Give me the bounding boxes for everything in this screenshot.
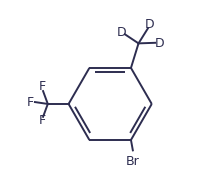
- Text: D: D: [145, 18, 155, 31]
- Text: F: F: [39, 115, 46, 127]
- Text: F: F: [39, 81, 46, 93]
- Text: D: D: [117, 26, 126, 39]
- Text: D: D: [154, 37, 164, 50]
- Text: Br: Br: [126, 155, 140, 168]
- Text: F: F: [27, 96, 34, 108]
